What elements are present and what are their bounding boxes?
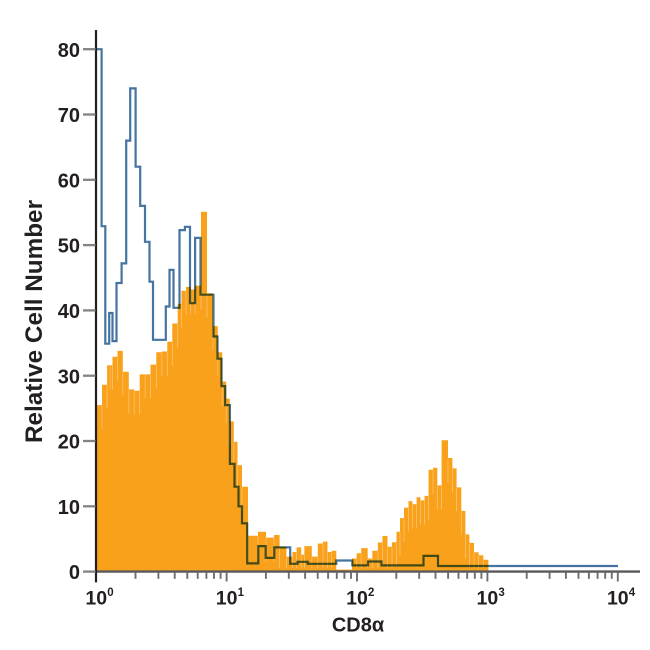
- svg-text:2: 2: [368, 587, 374, 599]
- svg-text:10: 10: [85, 588, 107, 610]
- svg-text:10: 10: [216, 588, 238, 610]
- svg-text:10: 10: [346, 588, 368, 610]
- svg-text:10: 10: [58, 497, 80, 519]
- svg-text:0: 0: [69, 562, 80, 584]
- svg-text:40: 40: [58, 301, 80, 323]
- svg-text:1: 1: [238, 587, 245, 599]
- svg-text:70: 70: [58, 105, 80, 127]
- svg-text:80: 80: [58, 40, 80, 62]
- svg-text:50: 50: [58, 236, 80, 258]
- svg-text:60: 60: [58, 170, 80, 192]
- svg-text:3: 3: [498, 587, 504, 599]
- svg-text:CD8α: CD8α: [332, 615, 385, 637]
- svg-text:Relative Cell Number: Relative Cell Number: [21, 199, 48, 443]
- svg-text:20: 20: [58, 432, 80, 454]
- svg-text:10: 10: [607, 588, 629, 610]
- svg-text:30: 30: [58, 366, 80, 388]
- svg-text:0: 0: [107, 587, 113, 599]
- svg-text:4: 4: [629, 587, 636, 599]
- svg-text:10: 10: [477, 588, 499, 610]
